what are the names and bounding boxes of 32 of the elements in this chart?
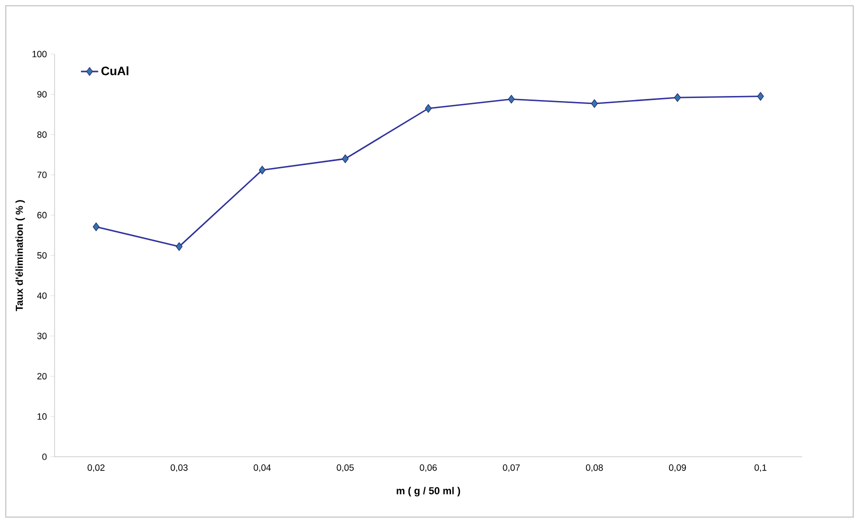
y-tick-label: 0 [42,454,47,460]
y-tick-label: 100 [32,50,47,58]
point [674,93,681,102]
x-tick-label: 0,07 [502,464,520,472]
x-tick-label: 0,1 [754,464,766,472]
y-tick-label: 30 [37,332,47,340]
y-tick-label: 50 [37,252,47,259]
x-tick-label: 0,04 [254,464,271,472]
x-tick-label: 0,03 [170,464,188,472]
point [342,154,349,164]
y-tick-label: 60 [37,212,47,218]
x-tick-label: 0,06 [420,464,437,472]
y-axis-title: Taux d'élimination ( % ) [15,200,25,312]
legend-label: CuAl [101,66,128,76]
point [176,242,183,251]
point [424,104,432,113]
y-tick-label: 10 [38,413,47,420]
x-tick-label: 0,08 [586,464,603,472]
y-tick-label: 20 [37,373,47,380]
x-tick-label: 0,02 [88,464,104,472]
x-tick-label: 0,09 [668,464,686,472]
y-tick-label: 40 [37,292,47,299]
y-tick-label: 80 [37,131,47,138]
y-tick-label: 90 [37,91,47,98]
point [591,99,598,108]
point [508,94,515,104]
point [92,222,100,232]
y-tick-label: 70 [37,172,47,178]
x-axis-title: m ( g / 50 ml ) [396,486,460,496]
point [757,92,764,101]
point [258,166,266,174]
x-tick-label: 0,05 [336,464,354,472]
